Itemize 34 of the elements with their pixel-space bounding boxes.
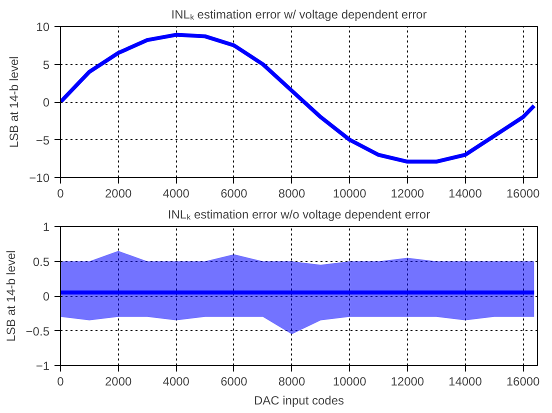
x-tick-label: 0 (57, 186, 64, 200)
y-tick-label: −5 (36, 133, 50, 148)
x-tick-label: 12000 (390, 374, 424, 388)
y-tick-label: 10 (36, 20, 50, 34)
y-tick-label: −10 (29, 171, 50, 185)
x-tick-label: 4000 (162, 186, 190, 200)
x-tick-label: 14000 (448, 374, 482, 388)
chart-title: INLₖ estimation error w/o voltage dependent error (168, 208, 430, 222)
x-tick-label: 10000 (332, 186, 367, 200)
y-tick-label: −0.5 (26, 324, 50, 338)
x-axis-title: DAC input codes (254, 394, 344, 408)
x-tick-label: 6000 (220, 374, 248, 388)
y-tick-label: −1 (36, 359, 50, 373)
x-tick-label: 8000 (278, 186, 306, 200)
x-tick-label: 0 (57, 374, 64, 388)
x-tick-label: 2000 (104, 186, 132, 200)
y-axis-title: LSB at 14-b level (7, 56, 22, 148)
y-tick-label: 0.5 (32, 254, 50, 269)
y-tick-label: 1 (42, 220, 50, 234)
x-tick-label: 14000 (448, 186, 482, 200)
y-tick-label: 5 (42, 58, 50, 72)
x-tick-label: 10000 (332, 374, 367, 388)
x-tick-label: 12000 (390, 186, 424, 200)
line-series (60, 32, 536, 164)
y-tick-label: 0 (42, 96, 50, 110)
x-tick-label: 6000 (220, 186, 248, 200)
x-tick-label: 16000 (506, 186, 540, 200)
x-tick-label: 16000 (506, 374, 540, 388)
y-axis-title: LSB at 14-b level (4, 250, 18, 342)
x-tick-label: 8000 (278, 374, 306, 388)
x-tick-label: 2000 (104, 374, 132, 388)
y-tick-label: 0 (42, 290, 50, 304)
x-tick-label: 4000 (162, 374, 190, 388)
chart-title: INLₖ estimation error w/ voltage dependent error (171, 8, 427, 22)
